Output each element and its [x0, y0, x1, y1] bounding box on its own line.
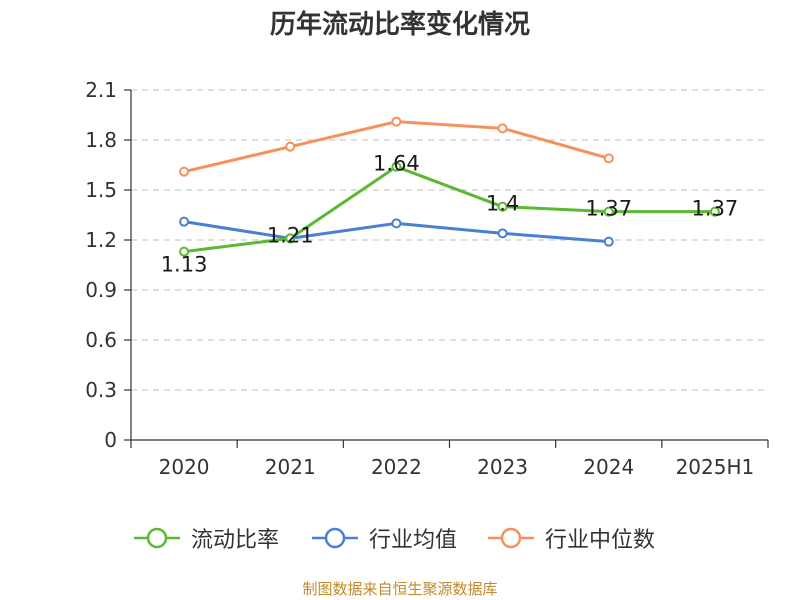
data-point [391, 116, 402, 127]
source-note: 制图数据来自恒生聚源数据库 [302, 580, 498, 598]
data-point [497, 123, 508, 134]
data-point [497, 201, 508, 212]
series-line [183, 165, 715, 254]
x-tick-label: 2020 [159, 455, 210, 479]
y-tick-label: 0.9 [85, 278, 117, 302]
legend-item: 行业中位数 [487, 518, 655, 558]
x-tick-label: 2024 [583, 455, 634, 479]
data-point [179, 246, 190, 257]
data-label: 1.4 [486, 192, 519, 216]
y-tick-label: 0.6 [85, 328, 117, 352]
x-tick-label: 2022 [371, 455, 422, 479]
legend-item: 行业均值 [311, 518, 457, 558]
data-point [391, 218, 402, 229]
legend-label: 行业中位数 [545, 528, 656, 553]
legend-label: 流动比率 [191, 528, 280, 553]
y-tick-label: 0.3 [85, 378, 117, 402]
y-tick-label: 1.2 [85, 228, 117, 252]
data-point [603, 206, 614, 217]
data-point [603, 236, 614, 247]
legend-marker-icon [312, 527, 358, 549]
data-point [285, 141, 296, 152]
legend: 流动比率 行业均值 行业中位数 [0, 518, 800, 558]
data-label: 1.37 [692, 197, 739, 221]
data-point [603, 153, 614, 164]
x-tick-label: 2023 [477, 455, 528, 479]
y-tick-label: 0 [104, 428, 117, 452]
data-label: 1.13 [161, 253, 208, 277]
y-tick-label: 2.1 [85, 78, 117, 102]
y-tick-label: 1.5 [85, 178, 117, 202]
data-label: 1.37 [585, 197, 632, 221]
data-label: 1.64 [373, 152, 420, 176]
data-point [179, 216, 190, 227]
data-label: 1.21 [267, 223, 314, 247]
chart-title: 历年流动比率变化情况 [269, 10, 530, 40]
legend-marker-icon [134, 527, 180, 549]
data-point [285, 233, 296, 244]
x-tick-label: 2025H1 [676, 455, 755, 479]
data-point [179, 166, 190, 177]
legend-marker-icon [488, 527, 534, 549]
data-point [709, 206, 720, 217]
data-point [497, 228, 508, 239]
x-tick-label: 2021 [265, 455, 316, 479]
legend-item: 流动比率 [133, 518, 279, 558]
y-tick-label: 1.8 [85, 128, 117, 152]
legend-label: 行业均值 [369, 528, 458, 553]
data-point [391, 161, 402, 172]
